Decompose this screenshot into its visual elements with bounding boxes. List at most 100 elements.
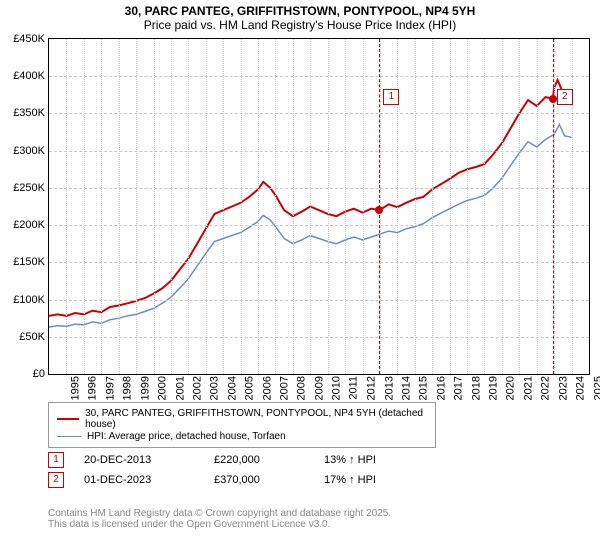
gridline-v: [258, 39, 259, 374]
gridline-h: [49, 337, 589, 338]
gridline-v: [223, 39, 224, 374]
gridline-v: [345, 39, 346, 374]
gridline-h: [49, 300, 589, 301]
x-tick-label: 2022: [540, 376, 552, 400]
gridline-h: [49, 188, 589, 189]
event-row-marker: 1: [48, 452, 64, 468]
gridline-v: [519, 39, 520, 374]
gridline-v: [502, 39, 503, 374]
event-dot: [549, 95, 557, 103]
gridline-v: [66, 39, 67, 374]
footer-line-1: Contains HM Land Registry data © Crown c…: [48, 508, 391, 519]
gridline-v: [415, 39, 416, 374]
footer-attribution: Contains HM Land Registry data © Crown c…: [48, 508, 391, 530]
footer-line-2: This data is licensed under the Open Gov…: [48, 519, 391, 530]
chart-container: 30, PARC PANTEG, GRIFFITHSTOWN, PONTYPOO…: [0, 0, 600, 560]
x-tick-label: 1995: [69, 376, 81, 400]
x-tick-label: 1999: [139, 376, 151, 400]
gridline-v: [188, 39, 189, 374]
gridline-v: [241, 39, 242, 374]
gridline-v: [554, 39, 555, 374]
gridline-v: [328, 39, 329, 374]
x-tick-label: 2012: [366, 376, 378, 400]
legend-label: HPI: Average price, detached house, Torf…: [87, 431, 286, 442]
y-tick-label: £150K: [13, 256, 49, 268]
y-tick-label: £250K: [13, 182, 49, 194]
gridline-v: [171, 39, 172, 374]
x-tick-label: 1997: [104, 376, 116, 400]
x-tick-label: 2014: [400, 376, 412, 400]
event-price: £370,000: [214, 474, 304, 486]
title-line-1: 30, PARC PANTEG, GRIFFITHSTOWN, PONTYPOO…: [0, 4, 600, 18]
chart-title-block: 30, PARC PANTEG, GRIFFITHSTOWN, PONTYPOO…: [0, 0, 600, 32]
gridline-h: [49, 113, 589, 114]
x-tick-label: 2024: [575, 376, 587, 400]
x-tick-label: 1998: [122, 376, 134, 400]
gridline-v: [450, 39, 451, 374]
x-tick-label: 2018: [470, 376, 482, 400]
event-row: 120-DEC-2013£220,00013% ↑ HPI: [48, 452, 376, 468]
y-tick-label: £0: [33, 368, 49, 380]
legend-swatch: [57, 436, 81, 437]
y-tick-label: £300K: [13, 145, 49, 157]
x-tick-label: 2019: [488, 376, 500, 400]
x-tick-label: 2002: [191, 376, 203, 400]
x-tick-label: 2015: [418, 376, 430, 400]
x-tick-label: 2010: [331, 376, 343, 400]
gridline-h: [49, 262, 589, 263]
x-tick-label: 2017: [453, 376, 465, 400]
event-row: 201-DEC-2023£370,00017% ↑ HPI: [48, 472, 376, 488]
legend: 30, PARC PANTEG, GRIFFITHSTOWN, PONTYPOO…: [48, 402, 436, 448]
event-date: 20-DEC-2013: [84, 454, 194, 466]
gridline-h: [49, 76, 589, 77]
x-tick-label: 2021: [522, 376, 534, 400]
gridline-v: [154, 39, 155, 374]
x-tick-label: 1996: [87, 376, 99, 400]
event-vline: [553, 39, 554, 374]
y-tick-label: £400K: [13, 70, 49, 82]
title-line-2: Price paid vs. HM Land Registry's House …: [0, 18, 600, 32]
event-row-marker: 2: [48, 472, 64, 488]
y-tick-label: £350K: [13, 107, 49, 119]
gridline-v: [432, 39, 433, 374]
x-tick-label: 2006: [261, 376, 273, 400]
gridline-v: [363, 39, 364, 374]
plot-area: £0£50K£100K£150K£200K£250K£300K£350K£400…: [48, 38, 590, 375]
y-tick-label: £450K: [13, 33, 49, 45]
x-tick-label: 2003: [209, 376, 221, 400]
y-tick-label: £200K: [13, 219, 49, 231]
gridline-v: [206, 39, 207, 374]
line-layer: [49, 39, 589, 374]
legend-swatch: [57, 418, 79, 420]
gridline-h: [49, 225, 589, 226]
gridline-v: [293, 39, 294, 374]
x-tick-label: 2016: [435, 376, 447, 400]
gridline-h: [49, 151, 589, 152]
x-tick-label: 2009: [313, 376, 325, 400]
x-tick-label: 2000: [157, 376, 169, 400]
events-table: 120-DEC-2013£220,00013% ↑ HPI201-DEC-202…: [48, 448, 376, 492]
gridline-v: [84, 39, 85, 374]
gridline-v: [467, 39, 468, 374]
event-date: 01-DEC-2023: [84, 474, 194, 486]
y-tick-label: £100K: [13, 294, 49, 306]
x-tick-label: 2013: [383, 376, 395, 400]
x-tick-label: 2008: [296, 376, 308, 400]
x-tick-label: 2023: [557, 376, 569, 400]
gridline-v: [136, 39, 137, 374]
gridline-v: [484, 39, 485, 374]
x-tick-label: 2011: [347, 376, 359, 400]
x-tick-label: 2020: [505, 376, 517, 400]
gridline-v: [101, 39, 102, 374]
event-hpi: 13% ↑ HPI: [324, 454, 376, 466]
legend-label: 30, PARC PANTEG, GRIFFITHSTOWN, PONTYPOO…: [85, 408, 427, 430]
legend-row: HPI: Average price, detached house, Torf…: [57, 431, 427, 442]
legend-row: 30, PARC PANTEG, GRIFFITHSTOWN, PONTYPOO…: [57, 408, 427, 430]
x-tick-label: 2001: [174, 376, 186, 400]
gridline-v: [537, 39, 538, 374]
y-tick-label: £50K: [19, 331, 49, 343]
event-marker-box: 1: [383, 89, 399, 105]
x-tick-label: 2004: [226, 376, 238, 400]
gridline-v: [310, 39, 311, 374]
gridline-v: [119, 39, 120, 374]
